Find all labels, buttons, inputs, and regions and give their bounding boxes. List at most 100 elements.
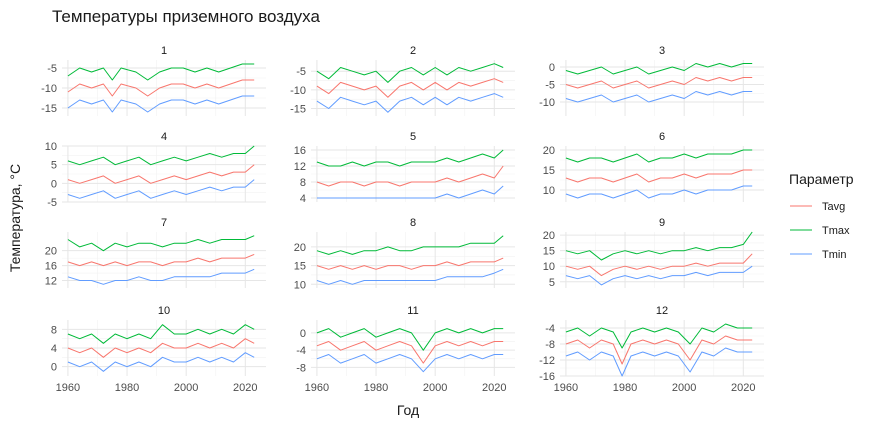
series-line-tmin xyxy=(316,354,504,373)
y-tick-label: -12 xyxy=(539,355,555,367)
facet-strip-label: 6 xyxy=(659,131,665,143)
y-tick-label: -4 xyxy=(545,323,555,335)
x-tick-label: 2000 xyxy=(423,382,447,394)
y-tick-label: 4 xyxy=(300,193,306,205)
y-tick-label: -8 xyxy=(296,362,306,374)
y-tick-label: 10 xyxy=(543,261,555,273)
chart-title: Температуры приземного воздуха xyxy=(52,7,320,26)
series-line-tmax xyxy=(316,235,504,255)
series-line-tavg xyxy=(67,79,255,97)
series-line-tmax xyxy=(565,63,753,75)
series-line-tavg xyxy=(316,78,504,98)
legend-title: Параметр xyxy=(789,171,854,187)
y-tick-label: -15 xyxy=(41,103,57,115)
series-line-tmax xyxy=(316,149,504,167)
y-tick-label: -15 xyxy=(290,104,306,116)
x-tick-label: 2000 xyxy=(672,382,696,394)
series-line-tavg xyxy=(565,253,753,277)
x-tick-label: 1960 xyxy=(56,382,80,394)
y-tick-label: -5 xyxy=(545,80,555,92)
x-tick-label: 1960 xyxy=(554,382,578,394)
legend-label-tmax: Tmax xyxy=(822,225,850,237)
x-tick-label: 2000 xyxy=(174,382,198,394)
series-line-tavg xyxy=(67,164,255,184)
y-tick-label: 10 xyxy=(294,279,306,291)
facet-strip-label: 3 xyxy=(659,45,665,57)
x-tick-label: 1980 xyxy=(364,382,388,394)
y-tick-label: 16 xyxy=(294,145,306,157)
facet-strip-label: 8 xyxy=(410,217,416,229)
series-line-tmin xyxy=(565,185,753,199)
y-tick-label: 15 xyxy=(543,165,555,177)
y-tick-label: -10 xyxy=(290,85,306,97)
y-tick-label: -4 xyxy=(296,345,306,357)
facet-panel-7: 7 12 16 20 xyxy=(45,217,266,288)
y-tick-label: 20 xyxy=(543,145,555,157)
facet-strip-label: 4 xyxy=(161,131,167,143)
series-line-tavg xyxy=(316,165,504,187)
y-tick-label: -8 xyxy=(545,339,555,351)
series-line-tmax xyxy=(67,324,255,344)
series-line-tmax xyxy=(67,145,255,166)
y-tick-label: 8 xyxy=(300,177,306,189)
y-axis-title: Температура, °C xyxy=(7,164,23,272)
series-line-tmax xyxy=(316,328,504,351)
legend-label-tmin: Tmin xyxy=(822,249,846,261)
y-tick-label: 20 xyxy=(294,242,306,254)
facet-strip-label: 10 xyxy=(158,305,170,317)
series-line-tavg xyxy=(565,335,753,365)
series-line-tmax xyxy=(565,149,753,163)
y-tick-label: 10 xyxy=(543,185,555,197)
facet-strip-label: 1 xyxy=(161,45,167,57)
facet-strip-label: 12 xyxy=(656,305,668,317)
facet-panel-11: 11 -8 -4 0 1960 1980 2000 2020 xyxy=(296,305,515,394)
y-tick-label: -10 xyxy=(41,83,57,95)
y-tick-label: 16 xyxy=(45,261,57,273)
facet-strip-label: 5 xyxy=(410,131,416,143)
series-line-tmin xyxy=(67,268,255,285)
y-tick-label: 12 xyxy=(294,161,306,173)
series-line-tavg xyxy=(565,77,753,89)
x-tick-label: 2020 xyxy=(731,382,755,394)
series-line-tavg xyxy=(67,338,255,358)
x-tick-label: 2020 xyxy=(233,382,257,394)
y-tick-label: 10 xyxy=(45,141,57,153)
series-line-tmin xyxy=(565,265,753,286)
y-tick-label: -5 xyxy=(47,63,57,75)
y-tick-label: -10 xyxy=(539,97,555,109)
y-tick-label: 20 xyxy=(45,246,57,258)
facet-strip-label: 7 xyxy=(161,217,167,229)
series-line-tmax xyxy=(565,323,753,349)
series-line-tmin xyxy=(316,93,504,113)
y-tick-label: 5 xyxy=(549,277,555,289)
series-line-tmin xyxy=(67,95,255,113)
facet-panel-3: 3 -10 -5 0 xyxy=(539,45,764,116)
series-line-tmin xyxy=(565,347,753,377)
series-line-tavg xyxy=(67,253,255,267)
series-line-tmin xyxy=(67,179,255,199)
facet-strip-label: 9 xyxy=(659,217,665,229)
y-tick-label: 20 xyxy=(543,230,555,242)
series-line-tmax xyxy=(67,63,255,81)
x-tick-label: 2020 xyxy=(482,382,506,394)
y-tick-label: 0 xyxy=(51,178,57,190)
series-line-tmax xyxy=(565,231,753,261)
facet-strip-label: 11 xyxy=(407,305,418,317)
series-line-tmax xyxy=(316,63,504,83)
x-tick-label: 1980 xyxy=(613,382,637,394)
series-line-tmin xyxy=(67,352,255,372)
facet-panel-1: 1 -15 -10 -5 xyxy=(41,45,266,116)
y-tick-label: -5 xyxy=(47,197,57,209)
facet-panel-5: 5 4 8 12 16 xyxy=(294,131,515,205)
series-line-tavg xyxy=(565,169,753,183)
facet-panel-10: 10 0 4 8 1960 1980 2000 2020 xyxy=(51,305,266,394)
legend-label-tavg: Tavg xyxy=(822,201,845,213)
facet-panel-6: 6 10 15 20 xyxy=(543,131,764,202)
x-tick-label: 1980 xyxy=(115,382,139,394)
x-tick-label: 1960 xyxy=(305,382,329,394)
y-tick-label: 15 xyxy=(543,246,555,258)
facet-panel-9: 9 5 10 15 20 xyxy=(543,217,764,289)
y-tick-label: 15 xyxy=(294,261,306,273)
y-tick-label: 12 xyxy=(45,276,57,288)
